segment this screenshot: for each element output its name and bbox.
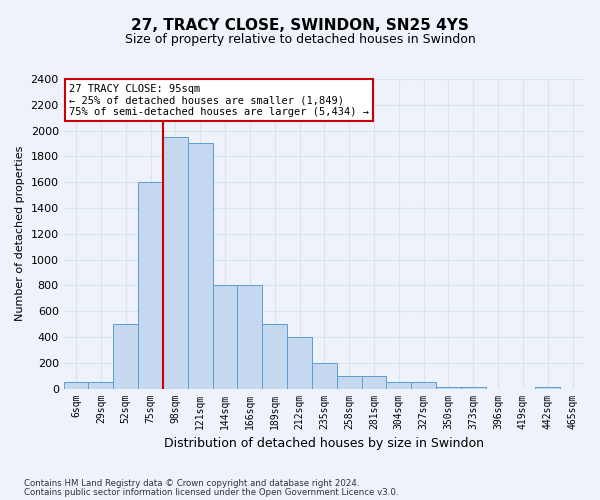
- Bar: [113, 324, 138, 388]
- Bar: [337, 376, 362, 388]
- X-axis label: Distribution of detached houses by size in Swindon: Distribution of detached houses by size …: [164, 437, 484, 450]
- Text: Contains HM Land Registry data © Crown copyright and database right 2024.: Contains HM Land Registry data © Crown c…: [24, 478, 359, 488]
- Text: Contains public sector information licensed under the Open Government Licence v3: Contains public sector information licen…: [24, 488, 398, 497]
- Bar: [64, 382, 88, 388]
- Bar: [212, 286, 238, 389]
- Bar: [362, 376, 386, 388]
- Bar: [238, 286, 262, 389]
- Text: 27 TRACY CLOSE: 95sqm
← 25% of detached houses are smaller (1,849)
75% of semi-d: 27 TRACY CLOSE: 95sqm ← 25% of detached …: [69, 84, 369, 117]
- Bar: [312, 363, 337, 388]
- Bar: [262, 324, 287, 388]
- Text: Size of property relative to detached houses in Swindon: Size of property relative to detached ho…: [125, 32, 475, 46]
- Text: 27, TRACY CLOSE, SWINDON, SN25 4YS: 27, TRACY CLOSE, SWINDON, SN25 4YS: [131, 18, 469, 32]
- Bar: [163, 137, 188, 388]
- Bar: [386, 382, 411, 388]
- Bar: [411, 382, 436, 388]
- Bar: [287, 337, 312, 388]
- Bar: [88, 382, 113, 388]
- Bar: [138, 182, 163, 388]
- Bar: [188, 144, 212, 388]
- Y-axis label: Number of detached properties: Number of detached properties: [15, 146, 25, 322]
